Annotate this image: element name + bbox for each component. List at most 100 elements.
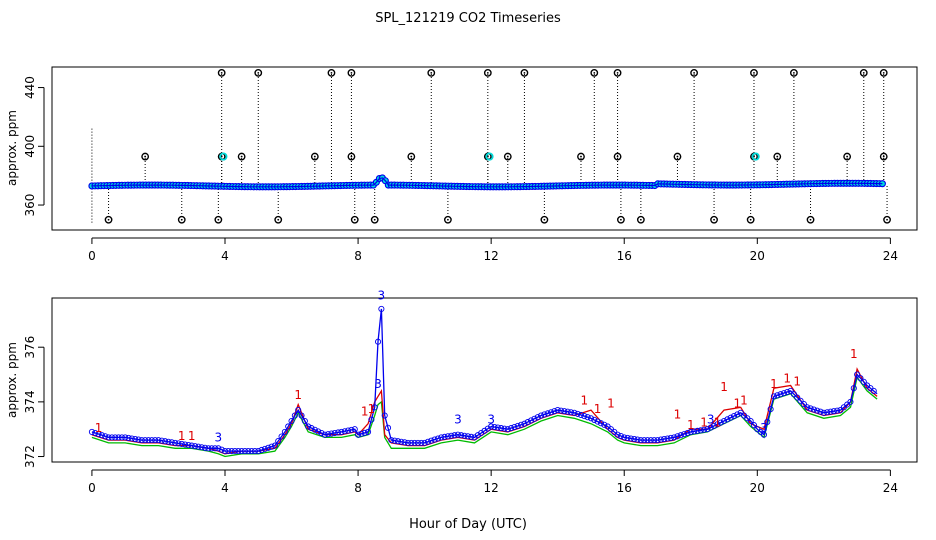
top-low-spike-dot (713, 218, 715, 221)
bottom-series-1-line (91, 367, 878, 455)
top-high-spike-marker (879, 68, 888, 77)
bottom-series-3-point (321, 431, 328, 438)
bottom-series-3-point (641, 437, 648, 444)
bottom-series-3-point (431, 436, 438, 443)
top-y-tick-label: 440 (23, 76, 37, 99)
bottom-series-1-label: 1 (580, 394, 588, 408)
top-low-spike-dot (620, 218, 622, 221)
bottom-series-3-point (348, 426, 355, 433)
top-mid-spike-marker (237, 152, 246, 161)
bottom-series-3-label: 3 (215, 431, 223, 445)
bottom-series-3-point (428, 437, 435, 444)
bottom-series-1-label: 1 (294, 388, 302, 402)
bottom-x-tick-label: 0 (88, 481, 96, 495)
bottom-series-3-point (345, 427, 352, 434)
bottom-series-3-point (587, 415, 595, 422)
bottom-series-1-label: 1 (607, 396, 615, 410)
bottom-series-3-point (225, 448, 232, 455)
bottom-series-3-point (834, 407, 841, 414)
bottom-series-3-point (624, 434, 631, 441)
top-mid-spike-dot (882, 155, 885, 158)
bottom-series-3-point (228, 448, 235, 455)
bottom-series-3-point (651, 437, 658, 444)
top-mid-spike-marker (613, 152, 622, 161)
bottom-series-3-point (95, 431, 102, 438)
bottom-series-1-label: 1 (850, 347, 858, 361)
bottom-series-3-point (102, 433, 109, 440)
bottom-series-3-point (577, 411, 585, 419)
bottom-series-3-point (747, 417, 754, 425)
bottom-series-3-point (394, 438, 402, 445)
top-mid-spike-marker (310, 152, 319, 161)
top-cyan-marker (751, 152, 760, 161)
top-low-spike-dot (217, 218, 220, 221)
top-low-spike-marker (104, 215, 113, 224)
bottom-series-3-point (594, 418, 601, 425)
bottom-series-3-point (597, 420, 604, 427)
top-low-spike-dot (543, 218, 546, 221)
bottom-series-3-point (767, 406, 774, 413)
bottom-series-3-point (667, 434, 674, 441)
bottom-series-3-point (142, 437, 149, 444)
bottom-series-3-point (381, 412, 388, 419)
bottom-series-3-point (398, 438, 405, 445)
bottom-series-3-point (145, 437, 152, 444)
top-mid-spike-dot (846, 155, 849, 158)
top-mid-spike-dot (220, 155, 223, 158)
bottom-series-3-point (817, 408, 824, 415)
bottom-series-3-point (461, 432, 468, 439)
bottom-series-3-point (238, 448, 245, 455)
bottom-series-3-point (647, 437, 654, 444)
bottom-x-tick-label: 8 (354, 481, 362, 495)
bottom-series-3-point (182, 441, 189, 448)
top-high-spike-dot (693, 71, 695, 74)
bottom-series-3-point (584, 414, 591, 421)
bottom-series-1-label: 1 (700, 415, 708, 429)
top-x-tick-label: 20 (750, 249, 765, 263)
top-low-spike-marker (617, 215, 625, 224)
bottom-series-3-point (557, 407, 565, 414)
bottom-series-1-label: 1 (770, 377, 778, 391)
bottom-series-3-point (281, 428, 288, 435)
bottom-series-3-point (112, 434, 119, 441)
bottom-series-3-point (538, 412, 545, 419)
bottom-series-3-point (760, 431, 768, 438)
top-high-spike-dot (616, 71, 619, 74)
bottom-series-3-point (504, 426, 511, 433)
bottom-series-3-point (448, 432, 455, 439)
bottom-series-3-label: 3 (454, 413, 462, 427)
bottom-series-1-label: 1 (714, 415, 722, 429)
bottom-series-3-point (275, 437, 282, 445)
top-low-spike-marker (370, 215, 379, 224)
bottom-series-3-point (687, 428, 694, 435)
bottom-series-3-point (172, 439, 179, 446)
bottom-series-3-point (674, 433, 681, 440)
bottom-series-3-point (518, 421, 525, 428)
bottom-series-3-point (814, 407, 821, 414)
bottom-series-3-point (531, 415, 538, 422)
bottom-series-3-point (854, 371, 861, 378)
bottom-series-3-point (581, 413, 588, 420)
bottom-series-3-point (195, 443, 202, 450)
bottom-series-3-point (720, 417, 728, 425)
bottom-series-3-point (128, 435, 135, 442)
bottom-series-3-point (162, 438, 169, 445)
bottom-series-3-point (315, 428, 322, 435)
bottom-series-1-label: 1 (674, 407, 682, 421)
bottom-series-3-point (368, 416, 375, 423)
bottom-series-3-point (215, 445, 222, 452)
bottom-series-3-point (358, 430, 365, 437)
bottom-x-tick-label: 24 (883, 481, 898, 495)
bottom-series-3-point (797, 397, 804, 404)
bottom-series-3-point (105, 434, 112, 441)
bottom-series-3-point (508, 425, 515, 432)
bottom-series-3-point (617, 432, 624, 440)
bottom-series-3-point (554, 407, 561, 414)
bottom-series-3-point (355, 431, 362, 438)
top-low-spike-dot (373, 218, 376, 221)
bottom-series-3-point (634, 436, 641, 443)
bottom-series-3-point (135, 436, 142, 443)
bottom-series-3-point (830, 408, 837, 415)
top-x-tick-label: 24 (883, 249, 898, 263)
bottom-series-1-label: 1 (178, 429, 186, 443)
